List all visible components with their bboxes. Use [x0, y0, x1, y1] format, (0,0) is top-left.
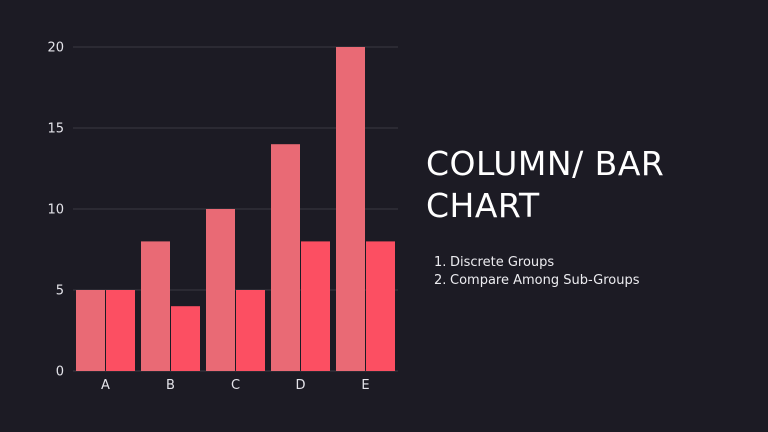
- bar-c-series-2: [236, 290, 265, 371]
- list-item-text: Compare Among Sub-Groups: [450, 273, 640, 288]
- bar-a-series-2: [106, 290, 135, 371]
- bar-e-series-2: [366, 241, 395, 371]
- x-tick-label: B: [166, 378, 175, 393]
- bar-d-series-2: [301, 241, 330, 371]
- bar-b-series-1: [141, 241, 170, 371]
- bar-chart: 0 5 10 15 20 A B C D E: [47, 41, 398, 393]
- x-tick-label: C: [231, 378, 240, 393]
- x-tick-label: A: [101, 378, 110, 393]
- y-tick-label: 20: [47, 41, 64, 56]
- list-item: 1. Discrete Groups: [434, 254, 640, 272]
- y-tick-label: 10: [47, 203, 64, 218]
- bar-d-series-1: [271, 144, 300, 371]
- list-number: 2.: [434, 273, 447, 288]
- y-tick-label: 5: [56, 284, 64, 299]
- bar-e-series-1: [336, 47, 365, 371]
- bar-c-series-1: [206, 209, 235, 371]
- key-points-list: 1. Discrete Groups 2. Compare Among Sub-…: [434, 254, 640, 290]
- list-item: 2. Compare Among Sub-Groups: [434, 272, 640, 290]
- slide-title: COLUMN/ BAR CHART: [426, 144, 665, 225]
- x-tick-label: D: [295, 378, 305, 393]
- list-number: 1.: [434, 255, 447, 270]
- x-tick-label: E: [361, 378, 369, 393]
- y-tick-label: 0: [56, 365, 64, 380]
- bar-b-series-2: [171, 306, 200, 371]
- bar-a-series-1: [76, 290, 105, 371]
- y-tick-label: 15: [47, 122, 64, 137]
- list-item-text: Discrete Groups: [450, 255, 555, 270]
